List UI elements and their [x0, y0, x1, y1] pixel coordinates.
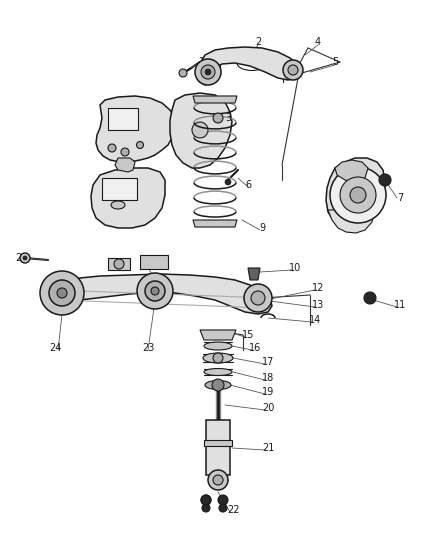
Text: 27: 27 [16, 253, 28, 263]
Circle shape [57, 288, 67, 298]
Circle shape [213, 353, 223, 363]
Text: 20: 20 [262, 403, 274, 413]
Text: 24: 24 [49, 343, 61, 353]
Circle shape [114, 259, 124, 269]
Circle shape [251, 291, 265, 305]
Circle shape [330, 167, 386, 223]
Circle shape [195, 59, 221, 85]
Text: 10: 10 [289, 263, 301, 273]
Polygon shape [200, 330, 236, 340]
Circle shape [137, 273, 173, 309]
Bar [102, 178, 137, 200]
Circle shape [219, 504, 227, 512]
Circle shape [208, 470, 228, 490]
Ellipse shape [203, 353, 233, 363]
Polygon shape [96, 96, 175, 162]
Text: 2: 2 [255, 37, 261, 47]
Polygon shape [335, 160, 368, 182]
Polygon shape [326, 158, 385, 228]
Text: 26: 26 [112, 260, 124, 270]
Ellipse shape [111, 201, 125, 209]
Ellipse shape [204, 342, 232, 350]
Text: 18: 18 [262, 373, 274, 383]
Circle shape [108, 144, 116, 152]
Circle shape [201, 65, 215, 79]
Ellipse shape [205, 381, 231, 390]
Circle shape [379, 174, 391, 186]
Polygon shape [248, 268, 260, 280]
Circle shape [202, 504, 210, 512]
Circle shape [213, 475, 223, 485]
Bar [108, 108, 138, 130]
Circle shape [20, 253, 30, 263]
Text: 9: 9 [259, 223, 265, 233]
Circle shape [151, 287, 159, 295]
Text: 23: 23 [142, 343, 154, 353]
Text: 25: 25 [149, 273, 161, 283]
Text: 8: 8 [357, 213, 363, 223]
Polygon shape [91, 168, 165, 228]
Circle shape [213, 113, 223, 123]
Circle shape [201, 495, 211, 505]
Text: 22: 22 [227, 505, 239, 515]
Text: 13: 13 [312, 300, 324, 310]
Polygon shape [193, 220, 237, 227]
Circle shape [218, 495, 228, 505]
Polygon shape [193, 96, 237, 103]
Polygon shape [115, 158, 135, 172]
Polygon shape [170, 93, 232, 168]
Text: 19: 19 [262, 387, 274, 397]
Circle shape [340, 177, 376, 213]
Circle shape [283, 60, 303, 80]
Circle shape [137, 141, 144, 149]
Circle shape [49, 280, 75, 306]
Text: 11: 11 [394, 300, 406, 310]
Text: 4: 4 [315, 37, 321, 47]
Circle shape [40, 271, 84, 315]
Polygon shape [328, 205, 374, 233]
Text: 1: 1 [199, 57, 205, 67]
Bar [108, 258, 130, 270]
Text: 17: 17 [262, 357, 274, 367]
Circle shape [364, 292, 376, 304]
Text: 21: 21 [262, 443, 274, 453]
Circle shape [145, 281, 165, 301]
Polygon shape [198, 47, 300, 85]
Circle shape [212, 379, 224, 391]
Text: 3: 3 [225, 113, 231, 123]
Text: 6: 6 [245, 180, 251, 190]
Circle shape [205, 69, 211, 75]
Text: 5: 5 [332, 57, 338, 67]
Circle shape [23, 256, 27, 260]
Text: 16: 16 [249, 343, 261, 353]
Circle shape [350, 187, 366, 203]
Bar [140, 255, 168, 269]
Text: 12: 12 [312, 283, 324, 293]
Text: 14: 14 [309, 315, 321, 325]
Polygon shape [204, 440, 232, 446]
Circle shape [244, 284, 272, 312]
Circle shape [121, 148, 129, 156]
Circle shape [179, 69, 187, 77]
Ellipse shape [204, 368, 232, 376]
Circle shape [288, 65, 298, 75]
Polygon shape [48, 274, 272, 314]
Polygon shape [206, 420, 230, 475]
Text: 15: 15 [242, 330, 254, 340]
Circle shape [225, 179, 231, 185]
Circle shape [192, 122, 208, 138]
Text: 7: 7 [397, 193, 403, 203]
